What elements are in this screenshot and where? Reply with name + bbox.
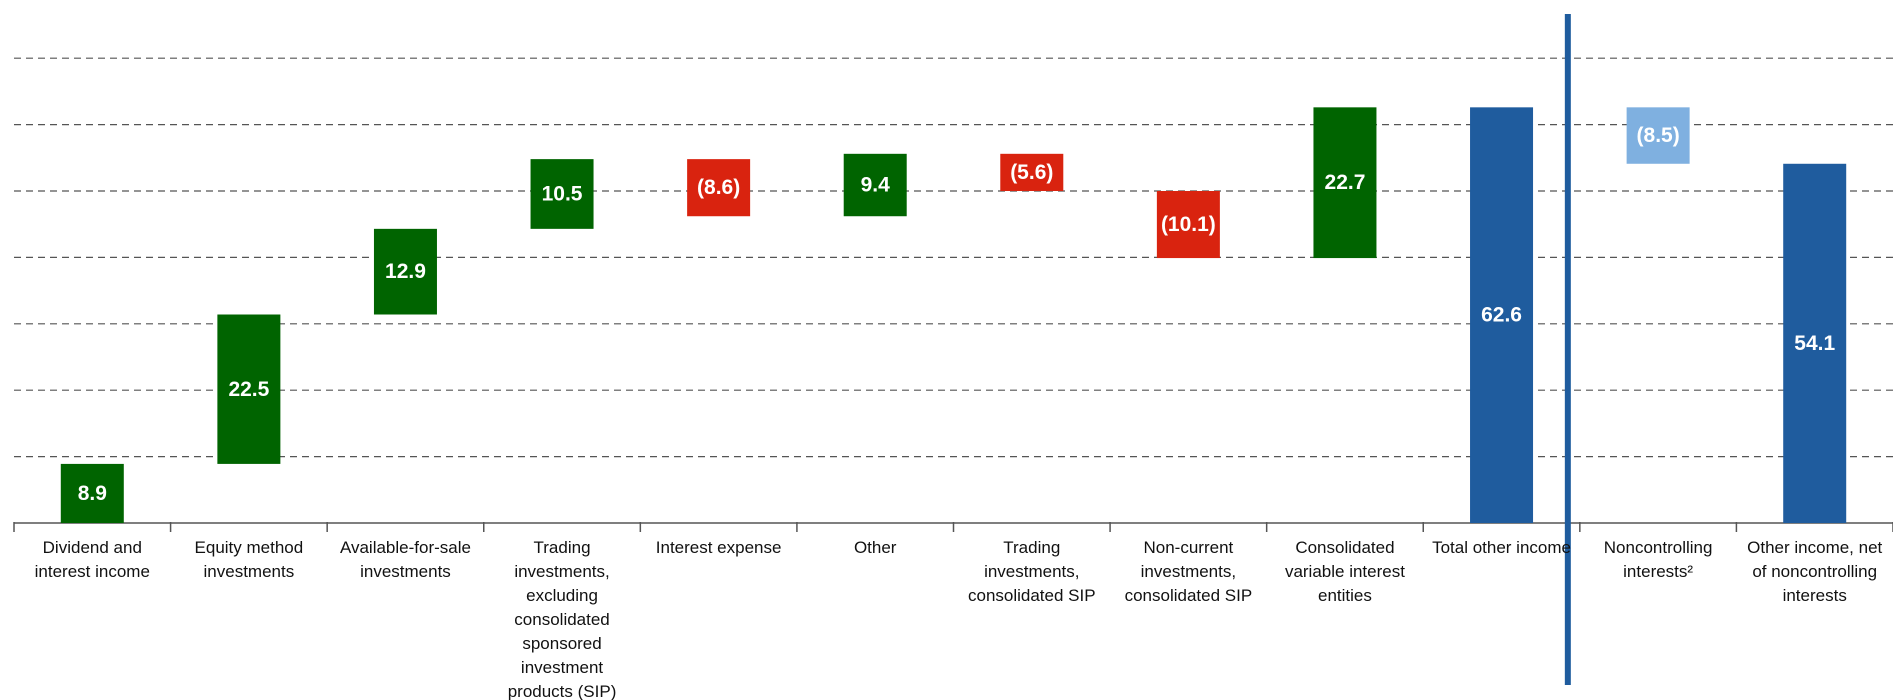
x-tick-label: Other	[853, 538, 897, 557]
bar	[1783, 163, 1847, 523]
x-tick-label: Total other income	[1432, 538, 1571, 557]
x-tick-label: Available-for-sale investments	[339, 538, 471, 581]
bar-label: (8.6)	[697, 176, 740, 199]
bar	[1313, 107, 1377, 259]
bar	[530, 159, 594, 229]
bar-label: 54.1	[1794, 332, 1835, 355]
x-tick-label: Other income, net of noncontrolling inte…	[1747, 538, 1883, 605]
x-tick-label: Dividend and interest income	[34, 538, 150, 581]
bar	[217, 314, 281, 464]
bar-label: 12.9	[385, 260, 426, 283]
bar	[60, 463, 124, 523]
bar-label: 22.5	[228, 378, 269, 401]
x-tick-label: Trading investments, excluding consolida…	[507, 538, 617, 700]
bar	[1156, 191, 1220, 259]
bar	[373, 228, 437, 315]
bar	[687, 159, 751, 217]
bar-label: 8.9	[78, 482, 107, 505]
bar	[1470, 107, 1534, 523]
bar	[843, 153, 907, 217]
x-tick-label: Non-current investments, consolidated SI…	[1124, 538, 1253, 605]
x-tick-label: Equity method investments	[194, 538, 304, 581]
bar-label: 9.4	[861, 174, 891, 197]
bar-label: (5.6)	[1010, 161, 1053, 184]
bar-label: 62.6	[1481, 304, 1522, 327]
bar	[1000, 153, 1064, 191]
x-tick-label: Interest expense	[655, 538, 782, 557]
bar-label: 22.7	[1325, 171, 1366, 194]
bar-label: 10.5	[542, 183, 583, 206]
bar	[1626, 107, 1690, 164]
x-tick-label: Trading investments, consolidated SIP	[967, 538, 1096, 605]
bar-label: (10.1)	[1161, 213, 1216, 236]
x-tick-label: Consolidated variable interest entities	[1284, 538, 1405, 605]
bar-label: (8.5)	[1637, 124, 1680, 147]
x-tick-label: Noncontrolling interests²	[1603, 538, 1713, 581]
